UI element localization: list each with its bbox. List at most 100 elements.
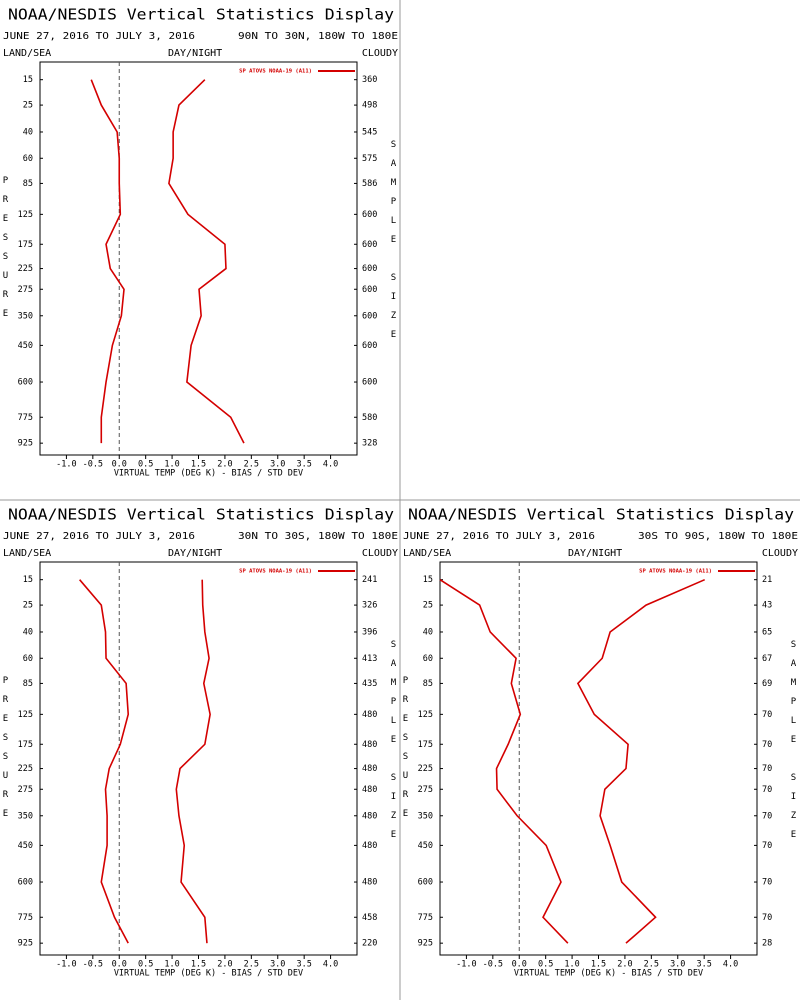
y-tick-label: 600 [18,878,33,888]
sample-size: 545 [362,127,377,137]
land-sea: LAND/SEA [3,48,51,59]
std-dev-line [175,579,211,944]
x-tick-label: 4.0 [323,960,338,970]
y-tick-label: 175 [18,740,33,750]
sample-size: 70 [762,785,772,795]
x-tick-label: 1.0 [164,960,179,970]
x-tick-label: 2.0 [217,960,232,970]
x-tick-label: 2.0 [217,460,232,470]
y-tick-label: 225 [18,764,33,774]
x-tick-label: 4.0 [323,460,338,470]
sample-size: 600 [362,311,377,321]
day-night: DAY/NIGHT [168,548,222,559]
bias-line [439,579,569,944]
sample-size: 70 [762,878,772,888]
x-tick-label: 3.5 [296,960,311,970]
y-tick-label: 40 [23,627,33,637]
x-tick-label: 0.5 [138,960,153,970]
sample-size: 498 [362,101,377,111]
sample-size: 328 [362,439,377,449]
sample-size-label: SAMPLE SIZE [389,140,399,349]
sample-size: 65 [762,627,772,637]
x-tick-label: 1.0 [564,960,579,970]
chart-title: NOAA/NESDIS Vertical Statistics Display [8,506,394,524]
x-tick-label: 3.5 [696,960,711,970]
std-dev-line [168,79,245,444]
sample-size: 220 [362,939,377,949]
y-tick-label: 775 [18,913,33,923]
y-tick-label: 25 [423,601,433,611]
y-tick-label: 925 [418,939,433,949]
x-tick-label: 2.5 [244,960,259,970]
sample-size: 360 [362,75,377,85]
x-tick-label: -0.5 [83,460,103,470]
sample-size: 600 [362,341,377,351]
y-tick-label: 60 [23,154,33,164]
y-tick-label: 450 [18,341,33,351]
y-tick-label: 600 [18,378,33,388]
y-tick-label: 60 [423,654,433,664]
x-tick-label: -0.5 [83,960,103,970]
sample-size: 600 [362,264,377,274]
region: 30S TO 90S, 180W TO 180E [638,531,798,542]
legend-label: SP ATOVS NOAA-19 (A11) [239,569,312,575]
sample-size: 413 [362,654,377,664]
y-tick-label: 85 [23,679,33,689]
land-sea: LAND/SEA [403,548,451,559]
y-tick-label: 775 [18,413,33,423]
sample-size: 326 [362,601,377,611]
y-tick-label: 350 [18,811,33,821]
y-tick-label: 225 [18,264,33,274]
x-tick-label: 3.0 [270,460,285,470]
sample-size: 480 [362,878,377,888]
x-tick-label: 2.0 [617,960,632,970]
sample-size-label: SAMPLE SIZE [389,640,399,849]
sample-size: 600 [362,378,377,388]
region: 30N TO 30S, 180W TO 180E [238,531,398,542]
x-tick-label: -1.0 [456,960,476,970]
sample-size: 600 [362,210,377,220]
y-tick-label: 175 [18,240,33,250]
sample-size: 69 [762,679,772,689]
x-tick-label: 0.0 [112,460,127,470]
x-axis-label: VIRTUAL TEMP (DEG K) - BIAS / STD DEV [514,969,703,979]
sample-size: 70 [762,811,772,821]
y-tick-label: 15 [423,575,433,585]
y-tick-label: 40 [423,627,433,637]
legend-label: SP ATOVS NOAA-19 (A11) [639,569,712,575]
x-tick-label: 3.5 [296,460,311,470]
x-tick-label: -1.0 [56,960,76,970]
sample-size: 580 [362,413,377,423]
subtitle: JUNE 27, 2016 TO JULY 3, 2016 [3,31,195,42]
sample-size: 600 [362,285,377,295]
y-tick-label: 450 [18,841,33,851]
sample-size: 396 [362,627,377,637]
sample-size: 586 [362,179,377,189]
land-sea: LAND/SEA [3,548,51,559]
sample-size: 480 [362,841,377,851]
sample-size: 600 [362,240,377,250]
region: 90N TO 30N, 180W TO 180E [238,31,398,42]
subtitle: JUNE 27, 2016 TO JULY 3, 2016 [403,531,595,542]
panel: NOAA/NESDIS Vertical Statistics Display J… [1,6,399,479]
sample-size: 70 [762,913,772,923]
x-tick-label: -0.5 [483,960,503,970]
x-tick-label: -1.0 [56,460,76,470]
x-tick-label: 2.5 [644,960,659,970]
x-tick-label: 0.0 [112,960,127,970]
panel: NOAA/NESDIS Vertical Statistics Display J… [401,506,799,979]
y-tick-label: 15 [23,575,33,585]
sample-size-label: SAMPLE SIZE [789,640,799,849]
y-tick-label: 350 [18,311,33,321]
sample-size: 480 [362,764,377,774]
y-tick-label: 25 [23,101,33,111]
sample-size: 43 [762,601,772,611]
y-tick-label: 175 [418,740,433,750]
panel: NOAA/NESDIS Vertical Statistics Display J… [1,506,399,979]
sample-size: 67 [762,654,772,664]
x-tick-label: 1.5 [191,960,206,970]
legend-label: SP ATOVS NOAA-19 (A11) [239,69,312,75]
x-tick-label: 3.0 [670,960,685,970]
sample-size: 480 [362,740,377,750]
sample-size: 70 [762,710,772,720]
